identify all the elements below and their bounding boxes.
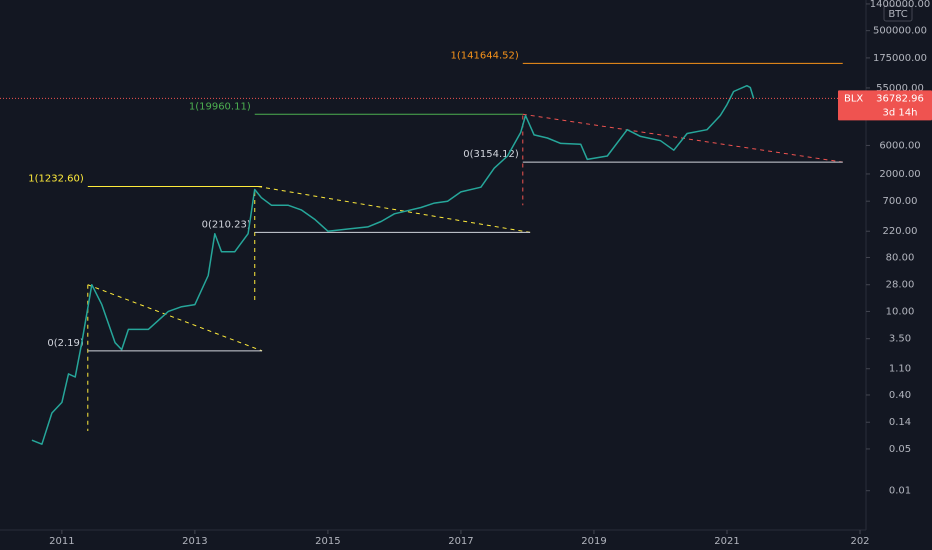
last-price-label: 36782.96 xyxy=(876,93,924,104)
fib-level-label: 0(2.19) xyxy=(47,338,84,349)
currency-box xyxy=(883,5,913,22)
fib-level-label: 0(210.23) xyxy=(202,219,251,230)
x-tick-label: 2017 xyxy=(448,536,473,547)
trendline xyxy=(87,284,263,352)
x-tick-label: 2015 xyxy=(315,536,340,547)
y-tick-label: 0.05 xyxy=(889,444,911,455)
x-tick-label: 2021 xyxy=(714,536,739,547)
series-name: BLX xyxy=(844,93,863,104)
fib-level-label: 1(1232.60) xyxy=(28,174,84,185)
y-tick-label: 700.00 xyxy=(883,196,918,207)
countdown: 3d 14h xyxy=(883,107,918,118)
y-tick-label: 3.50 xyxy=(889,334,911,345)
y-tick-label: 1400000.00 xyxy=(870,0,930,10)
x-tick-label: 2019 xyxy=(581,536,606,547)
y-tick-label: 55000.00 xyxy=(876,83,924,94)
currency: BTC xyxy=(888,9,907,20)
y-tick-label: 220.00 xyxy=(883,226,918,237)
y-tick-label: 500000.00 xyxy=(873,26,927,37)
y-tick-label: 10.00 xyxy=(886,306,915,317)
y-tick-label: 1.10 xyxy=(889,364,911,375)
y-tick-label: 0.01 xyxy=(889,486,911,497)
y-tick-label: 0.40 xyxy=(889,390,911,401)
y-tick-label: 28.00 xyxy=(886,280,915,291)
fib-level-label: 1(141644.52) xyxy=(451,50,519,61)
trendline xyxy=(257,186,531,233)
x-tick-label: 202 xyxy=(850,536,869,547)
y-tick-label: 6000.00 xyxy=(879,140,920,151)
fib-level-label: 0(3154.12) xyxy=(463,149,519,160)
last-price-box xyxy=(838,90,932,121)
x-tick-label: 2011 xyxy=(49,536,74,547)
y-tick-label: 80.00 xyxy=(886,252,915,263)
y-tick-label: 2000.00 xyxy=(879,169,920,180)
price-line xyxy=(31,84,755,445)
x-tick-label: 2013 xyxy=(182,536,207,547)
y-tick-label: 0.14 xyxy=(889,417,911,428)
fib-level-label: 1(19960.11) xyxy=(189,101,251,112)
y-tick-label: 175000.00 xyxy=(873,53,927,64)
